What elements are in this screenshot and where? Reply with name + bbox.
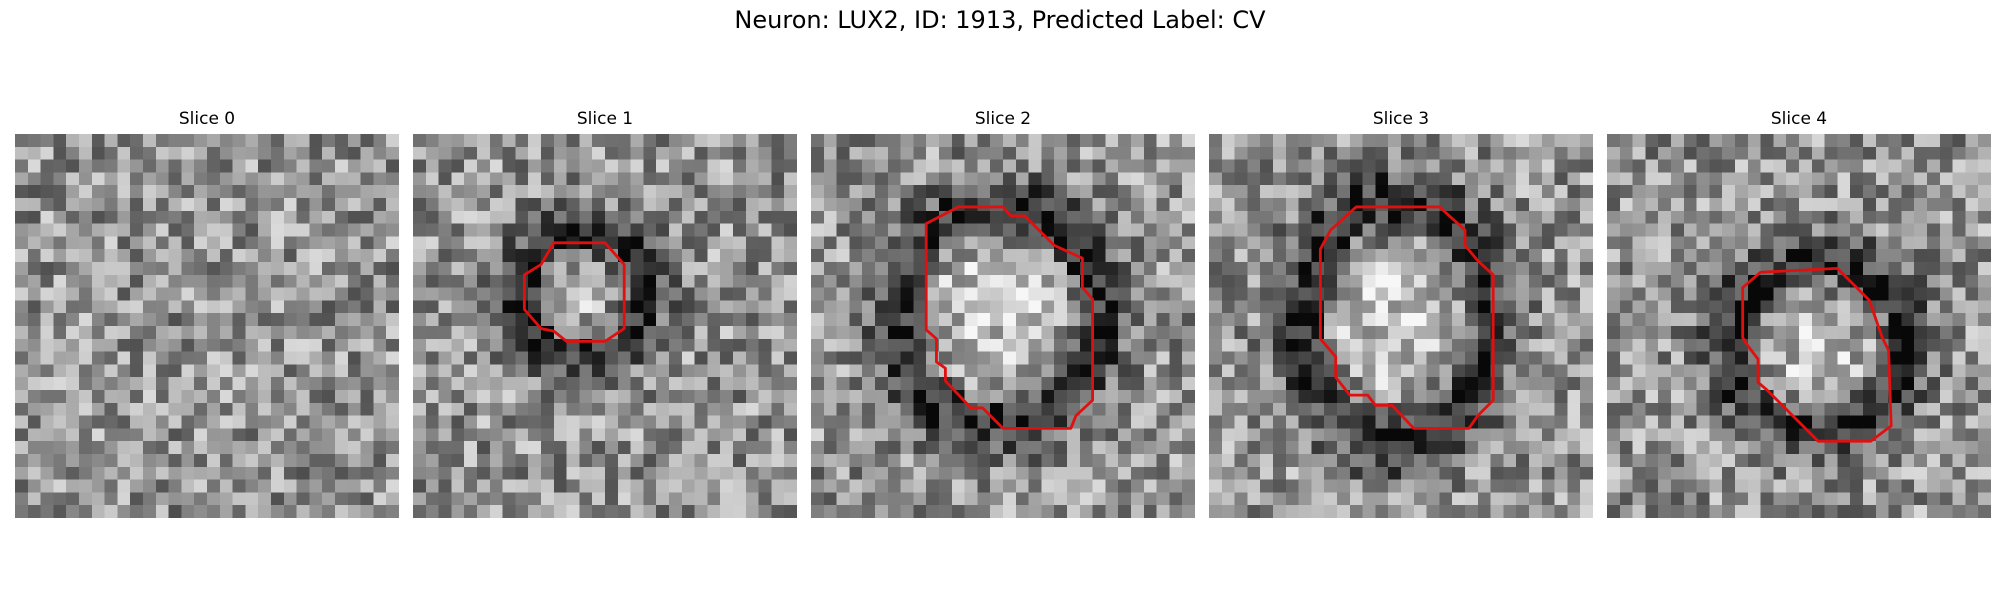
slice-panel-3: Slice 3 <box>1209 108 1593 518</box>
slice-image-0 <box>15 134 399 518</box>
slice-image-2 <box>811 134 1195 518</box>
pixel-grid <box>1607 134 1991 518</box>
slice-title: Slice 4 <box>1770 109 1828 129</box>
pixel-grid <box>413 134 797 518</box>
slice-panel-4: Slice 4 <box>1607 108 1991 518</box>
slice-title: Slice 3 <box>1372 109 1430 129</box>
pixel-grid <box>15 134 399 518</box>
slice-panel-0: Slice 0 <box>15 108 399 518</box>
segmentation-contour <box>522 241 626 343</box>
slice-title: Slice 0 <box>178 109 236 129</box>
slice-title: Slice 2 <box>974 109 1032 129</box>
figure-title: Neuron: LUX2, ID: 1913, Predicted Label:… <box>734 6 1266 34</box>
slice-image-3 <box>1209 134 1593 518</box>
segmentation-contour <box>924 205 1095 430</box>
slice-image-1 <box>413 134 797 518</box>
slice-panel-2: Slice 2 <box>811 108 1195 518</box>
slice-title: Slice 1 <box>576 109 634 129</box>
slice-panel-1: Slice 1 <box>413 108 797 518</box>
segmentation-contour <box>1318 205 1495 430</box>
segmentation-contour <box>1741 266 1893 443</box>
slice-image-4 <box>1607 134 1991 518</box>
pixel-grid <box>811 134 1195 518</box>
pixel-grid <box>1209 134 1593 518</box>
